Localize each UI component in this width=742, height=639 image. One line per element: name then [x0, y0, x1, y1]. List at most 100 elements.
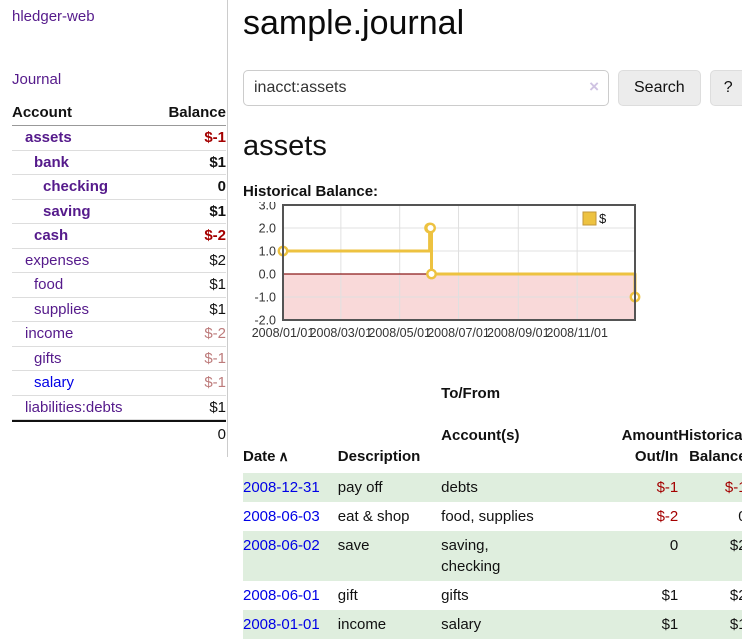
y-axis-tick-label: 1.0	[259, 244, 276, 258]
transaction-date-cell: 2008-06-03	[243, 502, 338, 531]
account-row: income $-2	[12, 322, 226, 347]
accounts-header-line2: Account(s)	[441, 426, 520, 444]
chart-border	[282, 203, 636, 321]
account-row: salary $-1	[12, 371, 226, 396]
data-point[interactable]	[426, 268, 437, 280]
column-header-balance: Historical Balance	[678, 360, 742, 473]
account-link[interactable]: checking	[43, 178, 109, 195]
amount-header-line1: Amount	[621, 426, 679, 444]
data-point[interactable]	[425, 222, 436, 234]
account-name-cell: bank	[12, 151, 153, 175]
transaction-description: pay off	[337, 478, 383, 496]
transaction-description: gift	[337, 586, 358, 604]
account-link[interactable]: cash	[34, 227, 69, 244]
account-row: food $1	[12, 273, 226, 298]
transaction-balance: $2	[729, 586, 742, 604]
accounts-total-spacer	[12, 420, 153, 447]
account-link[interactable]: supplies	[34, 300, 90, 318]
account-row: gifts $-1	[12, 347, 226, 371]
app-brand-link[interactable]: hledger-web	[12, 8, 95, 25]
transaction-row: 2008-01-01 income salary $1 $1	[243, 609, 742, 639]
accounts-table: Account Balance assets $-1 bank $1 checking 0…	[12, 102, 226, 447]
page-title: sample.journal	[243, 4, 465, 42]
transaction-date-link[interactable]: 2008-01-01	[243, 615, 320, 633]
date-header-label: Date	[243, 447, 276, 465]
account-balance: $-1	[152, 371, 226, 396]
account-row: checking 0	[12, 175, 226, 200]
account-row: cash $-2	[12, 224, 226, 249]
account-name-cell: salary	[12, 371, 153, 396]
transaction-description: income	[337, 615, 387, 633]
account-name-cell: food	[12, 273, 153, 298]
column-header-date[interactable]: Date ∧	[243, 360, 338, 473]
transaction-balance: $2	[729, 536, 742, 554]
clear-search-icon[interactable]: ×	[589, 76, 599, 96]
account-row: liabilities:debts $1	[12, 396, 226, 420]
register-header-row: Date ∧ Description To/From Account(s) Amo…	[243, 360, 742, 473]
account-link[interactable]: expenses	[25, 251, 90, 269]
account-name-cell: checking	[12, 175, 153, 200]
transaction-amount: $1	[661, 615, 679, 633]
transaction-date-link[interactable]: 2008-06-02	[243, 536, 320, 554]
accounts-header-balance: Balance	[152, 102, 226, 126]
account-name-cell: liabilities:debts	[12, 396, 153, 420]
y-axis-tick-label: 2.0	[259, 221, 276, 235]
sidebar: hledger-web Journal Account Balance asse…	[0, 0, 228, 457]
accounts-header-row: Account Balance	[12, 102, 226, 126]
account-balance: $1	[152, 273, 226, 298]
account-link[interactable]: food	[34, 276, 64, 293]
x-axis-tick-label: 2008/05/01	[368, 326, 431, 340]
search-input[interactable]	[243, 69, 609, 106]
x-axis-tick-label: 2008/03/01	[310, 326, 373, 340]
transaction-date-cell: 2008-06-01	[243, 581, 338, 610]
x-axis-tick-label: 2008/11/01	[546, 326, 608, 340]
account-name-cell: supplies	[12, 298, 153, 322]
transaction-row: 2008-06-01 gift gifts $1 $2	[243, 581, 742, 610]
sidebar-journal-link[interactable]: Journal	[12, 71, 62, 88]
transaction-amount: $-2	[656, 507, 679, 525]
transaction-balance: $1	[729, 615, 742, 633]
column-header-description: Description	[338, 360, 441, 473]
transaction-date-cell: 2008-12-31	[243, 473, 338, 502]
chart-title: Historical Balance:	[243, 182, 379, 200]
account-name-cell: saving	[12, 200, 153, 224]
account-link[interactable]: gifts	[34, 349, 62, 367]
search-button[interactable]: Search	[618, 69, 701, 106]
transaction-date-link[interactable]: 2008-06-01	[243, 586, 320, 604]
transaction-row: 2008-06-03 eat & shop food, supplies $-20	[243, 502, 742, 531]
help-button[interactable]: ?	[709, 69, 742, 106]
transaction-row: 2008-12-31 pay off debts $-1 $-1	[243, 472, 742, 502]
account-name-cell: assets	[12, 126, 153, 151]
account-link[interactable]: saving	[43, 202, 91, 220]
column-header-amount: Amount Out/In	[590, 360, 679, 473]
transaction-accounts: saving, checking	[441, 536, 501, 575]
accounts-header-line1: To/From	[441, 384, 501, 402]
account-balance: $-2	[152, 224, 226, 249]
account-row: bank $1	[12, 151, 226, 175]
amount-header-line2: Out/In	[634, 447, 679, 465]
transaction-accounts: gifts	[441, 586, 469, 604]
transaction-date-link[interactable]: 2008-06-03	[243, 507, 320, 525]
transaction-amount: 0	[669, 536, 679, 554]
account-link[interactable]: income	[25, 325, 74, 342]
account-link[interactable]: bank	[34, 153, 70, 171]
account-balance: $-1	[152, 347, 226, 371]
account-link[interactable]: assets	[25, 129, 72, 146]
balance-header-line1: Historical	[678, 426, 742, 444]
legend-label: $	[599, 211, 607, 226]
account-link[interactable]: salary	[34, 374, 75, 391]
x-axis-tick-label: 2008/09/01	[487, 326, 550, 340]
main-content: sample.journal × Search ? assets Histori…	[228, 0, 742, 639]
account-link[interactable]: liabilities:debts	[25, 398, 123, 416]
account-heading: assets	[243, 129, 327, 162]
transaction-accounts: debts	[441, 478, 478, 496]
transaction-description: eat & shop	[337, 507, 410, 525]
account-balance: $-2	[152, 322, 226, 347]
account-balance: $1	[152, 200, 226, 224]
account-name-cell: gifts	[12, 347, 153, 371]
accounts-header-account: Account	[12, 102, 153, 126]
account-balance: $2	[152, 249, 226, 273]
transaction-date-link[interactable]: 2008-12-31	[243, 478, 320, 496]
account-balance: $1	[152, 396, 226, 420]
account-name-cell: cash	[12, 224, 153, 249]
